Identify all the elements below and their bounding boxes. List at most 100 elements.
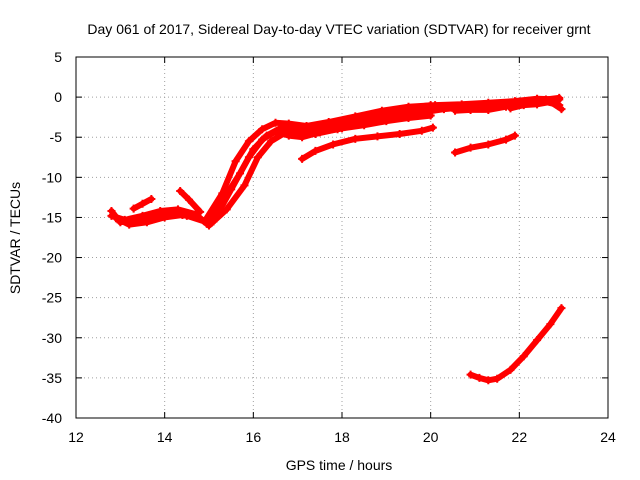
- x-tick-label: 22: [512, 429, 528, 445]
- data-point: [227, 185, 236, 194]
- data-point: [533, 336, 542, 345]
- data-point: [484, 140, 493, 149]
- data-point: [439, 105, 448, 114]
- y-tick-label: -35: [42, 370, 62, 386]
- data-point: [493, 374, 502, 383]
- y-axis-label: SDTVAR / TECUs: [7, 182, 23, 294]
- data-point: [267, 137, 276, 146]
- y-tick-label: -30: [42, 330, 62, 346]
- data-point: [451, 148, 460, 157]
- data-point: [156, 207, 165, 216]
- data-point: [320, 121, 329, 130]
- data-point: [546, 97, 555, 106]
- y-tick-label: 0: [54, 89, 62, 105]
- data-point: [209, 217, 218, 226]
- data-point: [533, 100, 542, 109]
- data-point: [355, 113, 364, 122]
- data-point: [147, 194, 156, 203]
- axis-ticks: [75, 56, 609, 419]
- data-point: [253, 153, 262, 162]
- data-point: [138, 211, 147, 220]
- data-point: [484, 376, 493, 385]
- data-point: [382, 117, 391, 126]
- data-point: [222, 205, 231, 214]
- data-point: [258, 125, 267, 134]
- x-tick-label: 16: [246, 429, 262, 445]
- data-point: [466, 105, 475, 114]
- data-point: [258, 135, 267, 144]
- data-point: [271, 118, 280, 127]
- data-point: [185, 195, 194, 204]
- data-point: [275, 130, 284, 139]
- data-point: [451, 106, 460, 115]
- data-point: [289, 127, 298, 136]
- data-point: [546, 320, 555, 329]
- data-point: [426, 111, 435, 120]
- data-point: [302, 125, 311, 134]
- series-line-sat-a: [108, 95, 563, 226]
- data-point: [360, 121, 369, 130]
- data-point: [373, 109, 382, 118]
- x-axis-label: GPS time / hours: [286, 457, 393, 473]
- data-point: [240, 181, 249, 190]
- data-point: [466, 143, 475, 152]
- data-point: [426, 101, 435, 110]
- y-tick-label: -5: [50, 129, 63, 145]
- data-point: [428, 123, 437, 132]
- data-point: [519, 352, 528, 361]
- data-point: [351, 134, 360, 143]
- data-point: [129, 204, 138, 213]
- data-point: [142, 218, 151, 227]
- data-point: [173, 205, 182, 214]
- data-point: [502, 135, 511, 144]
- data-point: [244, 137, 253, 146]
- data-point: [205, 221, 213, 230]
- data-point: [176, 186, 185, 195]
- data-point: [417, 126, 426, 135]
- data-point: [298, 133, 307, 142]
- data-point: [338, 118, 346, 127]
- data-point: [298, 154, 307, 163]
- series-line-sat-c: [112, 94, 563, 229]
- data-point: [373, 132, 382, 141]
- data-point: [231, 157, 240, 166]
- data-point: [475, 373, 484, 382]
- axis-tick-labels: 12 14 16 18 20 22 24 5 0 -5 -10 -15 -20 -25 -30 -35 -40: [42, 49, 616, 445]
- data-point: [311, 146, 320, 155]
- y-tick-label: -25: [42, 290, 62, 306]
- grid: [76, 57, 608, 418]
- data-point: [510, 131, 519, 140]
- data-point: [125, 220, 134, 229]
- data-point: [555, 93, 564, 102]
- chart-title: Day 061 of 2017, Sidereal Day-to-day VTE…: [87, 21, 590, 37]
- data-point: [178, 211, 187, 220]
- plot-area: [107, 93, 566, 385]
- x-tick-label: 20: [423, 429, 439, 445]
- data-point: [160, 213, 169, 222]
- data-point: [391, 106, 400, 115]
- series-line-sat-e: [276, 102, 434, 137]
- data-point: [111, 214, 120, 223]
- data-point: [408, 103, 417, 112]
- data-point: [395, 130, 404, 139]
- data-point: [484, 105, 493, 114]
- y-tick-label: -40: [42, 410, 62, 426]
- data-point: [196, 207, 205, 216]
- data-point: [329, 140, 338, 149]
- x-tick-label: 18: [334, 429, 350, 445]
- data-point: [557, 105, 566, 114]
- data-point: [519, 101, 528, 110]
- y-tick-label: -20: [42, 250, 62, 266]
- data-point: [557, 304, 566, 313]
- y-tick-label: -15: [42, 209, 62, 225]
- y-tick-label: -10: [42, 169, 62, 185]
- series-line-sat-k: [467, 305, 565, 384]
- data-point: [506, 365, 515, 374]
- data-point: [244, 153, 253, 162]
- data-point: [138, 199, 147, 208]
- data-point: [466, 370, 475, 379]
- data-point: [404, 113, 413, 122]
- data-point: [506, 104, 515, 113]
- y-tick-label: 5: [54, 49, 62, 65]
